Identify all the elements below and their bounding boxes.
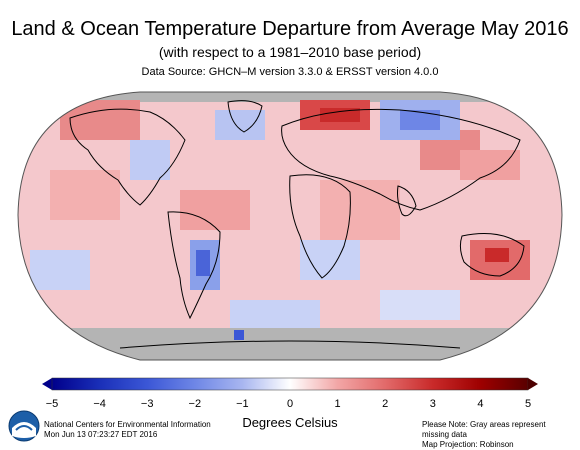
units-label: Degrees Celsius — [242, 415, 338, 430]
colorbar-ticks: −5 −4 −3 −2 −1 0 1 2 3 4 5 — [0, 398, 580, 414]
tick-label: 3 — [429, 398, 436, 410]
tick-label: 5 — [524, 398, 532, 410]
missing-data-note: Please Note: Gray areas represent missin… — [422, 420, 546, 439]
tick-label: 0 — [286, 398, 294, 410]
noaa-logo-icon — [8, 410, 40, 442]
tick-label: −2 — [188, 398, 202, 410]
map-title: Land & Ocean Temperature Departure from … — [11, 18, 569, 40]
map-subtitle: (with respect to a 1981–2010 base period… — [158, 44, 422, 60]
globe-fill — [18, 92, 562, 360]
tick-label: 2 — [382, 398, 389, 410]
org-name: National Centers for Environmental Infor… — [44, 420, 211, 429]
tick-label: −1 — [236, 398, 249, 410]
tick-label: −5 — [45, 398, 59, 410]
colorbar — [42, 377, 538, 391]
footer-right: Please Note: Gray areas represent missin… — [422, 420, 572, 450]
tick-label: −4 — [93, 398, 106, 410]
coastlines — [69, 100, 525, 349]
tick-label: 4 — [477, 398, 484, 410]
tick-label: 1 — [334, 398, 341, 410]
projection-note: Map Projection: Robinson — [422, 440, 514, 449]
tick-label: −3 — [140, 398, 154, 410]
data-source: Data Source: GHCN–M version 3.3.0 & ERSS… — [141, 66, 439, 78]
footer-left: National Centers for Environmental Infor… — [44, 420, 211, 440]
timestamp: Mon Jun 13 07:23:27 EDT 2016 — [44, 430, 158, 439]
